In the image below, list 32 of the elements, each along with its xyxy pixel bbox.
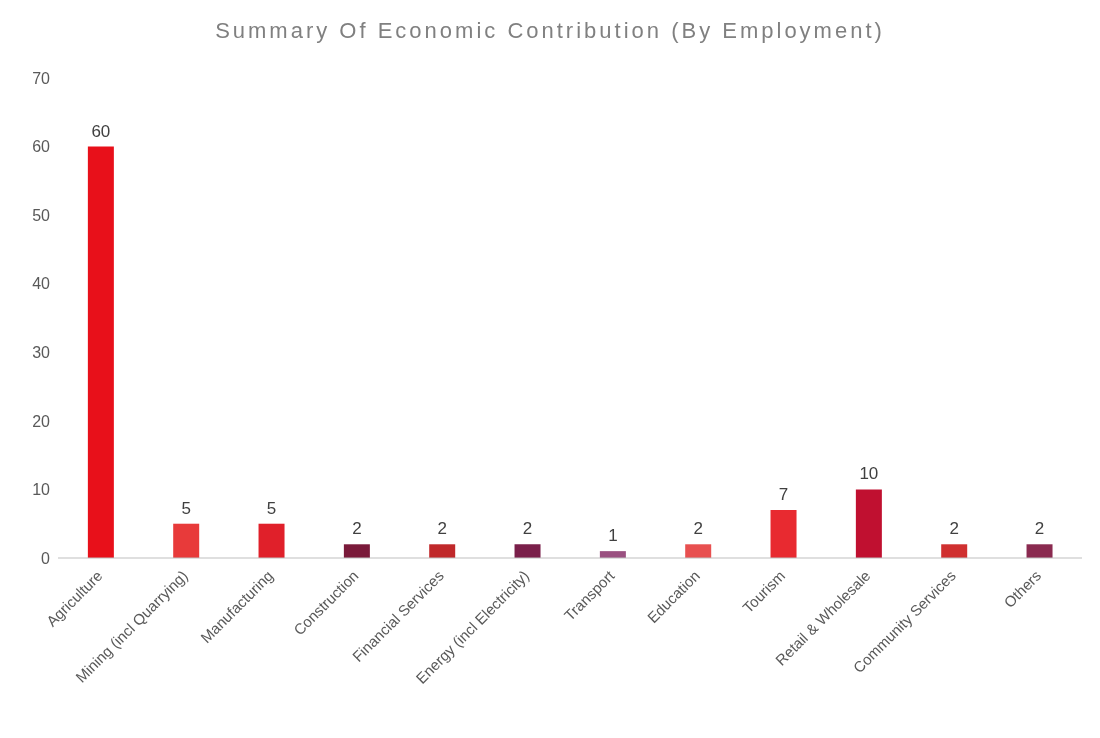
data-label: 2 [352, 519, 362, 539]
data-label: 5 [181, 498, 191, 518]
data-label: 5 [266, 498, 277, 518]
chart-title: Summary Of Economic Contribution (By Employment) [214, 18, 886, 44]
y-tick-label: 10 [32, 481, 51, 499]
y-tick-label: 40 [32, 275, 51, 293]
bar [343, 544, 370, 558]
data-label: 2 [1034, 519, 1045, 539]
data-label: 2 [693, 519, 703, 539]
bar [770, 510, 797, 558]
bar [1026, 544, 1053, 558]
y-tick-label: 50 [32, 206, 51, 224]
bar [429, 544, 456, 558]
data-label: 2 [522, 519, 533, 539]
data-label: 7 [778, 485, 789, 504]
y-tick-label: 30 [32, 343, 51, 361]
data-label: 10 [859, 464, 879, 484]
data-label: 2 [437, 519, 447, 539]
data-label: 1 [608, 526, 618, 546]
bar [173, 523, 200, 558]
bar [258, 523, 285, 558]
bar [855, 489, 882, 558]
y-tick-label: 60 [32, 138, 51, 156]
bar [941, 544, 968, 558]
y-tick-label: 70 [32, 69, 51, 87]
bar [514, 544, 541, 558]
y-tick-label: 0 [41, 549, 51, 567]
bar [685, 544, 712, 558]
data-label: 2 [949, 519, 959, 539]
data-label: 60 [91, 121, 111, 141]
y-tick-label: 20 [32, 412, 51, 430]
bar [87, 146, 114, 558]
